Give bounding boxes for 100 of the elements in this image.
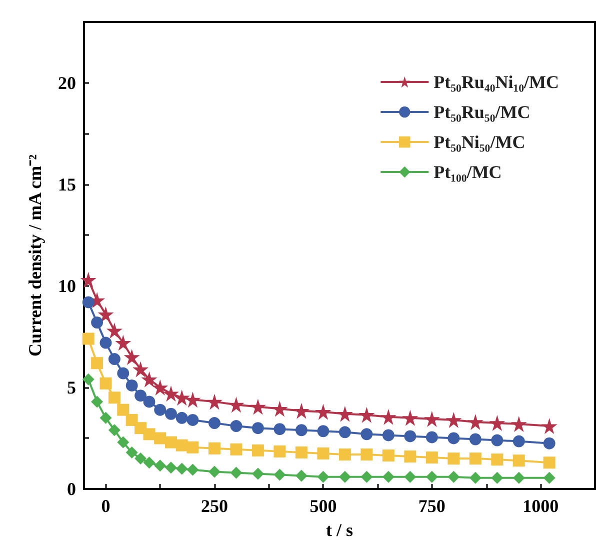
point (272, 400, 288, 417)
point (154, 460, 166, 472)
point (230, 466, 242, 479)
point (360, 470, 373, 483)
point (100, 377, 112, 390)
point (134, 452, 147, 465)
point (338, 470, 351, 483)
point (206, 394, 222, 410)
x-tick-label: 750 (418, 496, 446, 516)
point (91, 316, 104, 328)
y-tick-label: 10 (58, 276, 76, 296)
point (117, 404, 130, 416)
point (252, 422, 264, 434)
point (360, 428, 373, 440)
point (152, 379, 168, 396)
point (208, 466, 220, 478)
point (469, 472, 482, 484)
point (317, 447, 330, 460)
point (317, 470, 330, 483)
y-tick-label: 0 (67, 479, 76, 499)
x-tick-label: 500 (310, 496, 337, 516)
point (82, 296, 94, 308)
point (510, 416, 527, 432)
point (543, 456, 556, 469)
point (124, 349, 140, 366)
point (80, 272, 96, 288)
point (489, 415, 506, 432)
point (143, 456, 156, 469)
point (230, 420, 242, 432)
point (295, 424, 308, 436)
point (404, 430, 416, 442)
y-tick-label: 20 (58, 72, 76, 93)
y-axis-title: Current density / mA cm⁻² (25, 154, 45, 357)
point (382, 450, 394, 462)
point (512, 472, 525, 484)
point (402, 410, 418, 426)
point (512, 454, 525, 467)
point (382, 470, 394, 483)
point (315, 404, 332, 420)
point (117, 436, 130, 448)
point (543, 437, 556, 450)
point (252, 444, 264, 456)
point (336, 406, 353, 422)
point (117, 367, 130, 380)
point (82, 332, 94, 345)
point (108, 424, 120, 436)
point (126, 446, 138, 458)
point (126, 414, 138, 426)
point (186, 441, 199, 454)
point (186, 464, 199, 476)
point (426, 452, 438, 464)
point (358, 406, 375, 423)
point (164, 408, 177, 420)
point (491, 454, 504, 466)
point (274, 468, 286, 481)
point (250, 398, 266, 415)
legend-label: Pt₅₀Ru₄₀Ni₁₀/MC (434, 72, 560, 92)
point (154, 404, 166, 416)
point (230, 443, 242, 456)
point (541, 418, 558, 434)
x-tick-label: 0 (101, 496, 110, 516)
point (108, 392, 120, 404)
point (91, 396, 104, 408)
legend-label: Pt₅₀Ni₅₀/MC (434, 132, 526, 152)
point (274, 423, 286, 436)
point (164, 436, 177, 448)
point (176, 462, 188, 475)
x-tick-label: 1000 (522, 496, 559, 516)
x-tick-label: 250 (200, 496, 228, 516)
point (338, 448, 351, 460)
point (228, 396, 244, 413)
point (426, 431, 438, 444)
point (404, 470, 416, 483)
point (106, 322, 122, 339)
point (82, 373, 94, 386)
point (380, 408, 396, 425)
point (512, 435, 525, 448)
point (100, 336, 112, 349)
point (252, 468, 264, 480)
point (491, 434, 504, 446)
point (448, 470, 460, 483)
point (469, 452, 482, 465)
point (426, 470, 438, 483)
y-tick-label: 5 (67, 377, 76, 398)
point (293, 402, 310, 419)
point (469, 433, 482, 446)
point (208, 417, 220, 430)
point (134, 390, 147, 402)
point (164, 462, 177, 474)
point (186, 414, 199, 426)
point (91, 357, 104, 370)
point (162, 386, 179, 402)
point (143, 428, 156, 440)
point (100, 412, 112, 424)
point (274, 445, 286, 458)
point (404, 450, 416, 463)
point (360, 448, 373, 460)
point (132, 361, 149, 378)
point (448, 452, 460, 465)
point (424, 410, 440, 427)
